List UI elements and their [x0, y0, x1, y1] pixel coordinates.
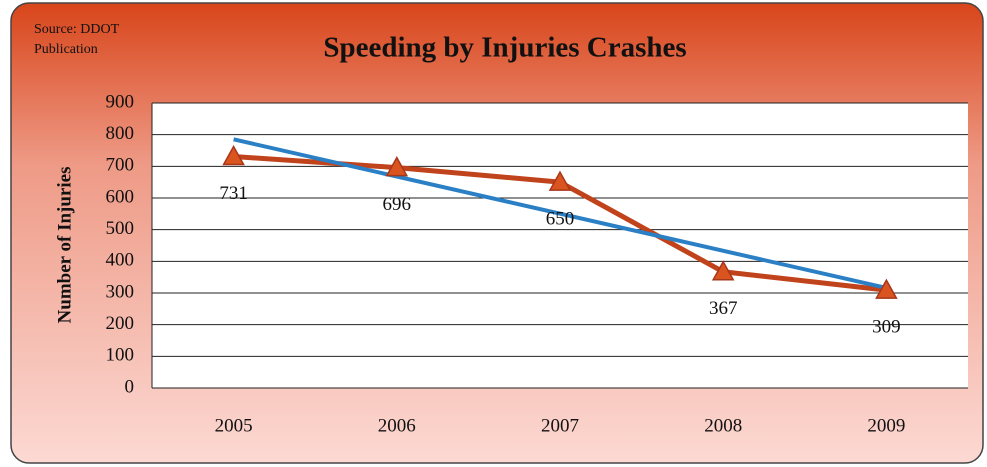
y-tick-label: 600: [106, 186, 135, 207]
marker: [385, 156, 409, 177]
x-tick-label: 2005: [215, 415, 253, 436]
y-tick-label: 300: [106, 281, 135, 302]
y-tick-label: 900: [106, 91, 135, 112]
data-label: 731: [219, 183, 248, 204]
marker: [875, 278, 898, 299]
y-tick-label: 0: [125, 376, 135, 397]
x-tick-label: 2009: [867, 415, 905, 436]
y-axis-label: Number of Injuries: [54, 167, 75, 324]
data-label: 367: [709, 298, 738, 319]
marker: [711, 260, 735, 281]
y-tick-label: 800: [106, 123, 135, 144]
data-label: 696: [383, 194, 412, 215]
x-tick-label: 2008: [704, 415, 742, 436]
y-tick-label: 700: [106, 155, 135, 176]
source-note: Source: DDOT Publication: [34, 22, 119, 57]
marker: [548, 170, 572, 191]
data-label: 650: [546, 209, 575, 230]
y-tick-label: 100: [106, 345, 135, 366]
trendline: [233, 137, 887, 290]
marker: [222, 144, 245, 166]
data-label: 309: [872, 317, 901, 338]
x-tick-label: 2007: [541, 415, 579, 436]
y-tick-label: 400: [106, 250, 135, 271]
x-tick-label: 2006: [378, 415, 416, 436]
chart-title: Speeding by Injuries Crashes: [323, 32, 686, 64]
plot-area: [152, 103, 968, 388]
y-tick-label: 200: [106, 313, 135, 334]
y-tick-label: 500: [106, 218, 135, 239]
